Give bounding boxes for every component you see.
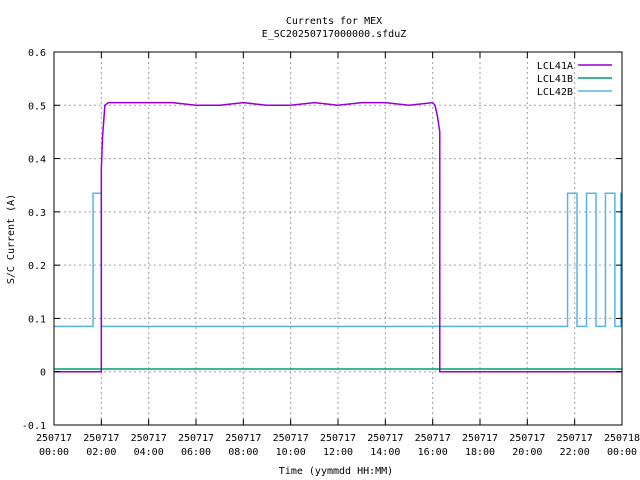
x-tick-label-date: 250717 (131, 433, 167, 444)
series-line-lcl41a (54, 101, 622, 373)
y-tick-label: 0.6 (28, 48, 46, 59)
y-tick-label: -0.1 (22, 421, 46, 432)
x-tick-label-date: 250718 (604, 433, 640, 444)
x-tick-label-date: 250717 (367, 433, 403, 444)
x-tick-label-date: 250717 (83, 433, 119, 444)
y-tick-label: 0.5 (28, 101, 46, 112)
x-tick-label-date: 250717 (509, 433, 545, 444)
x-tick-label-time: 10:00 (276, 447, 306, 458)
series-layer (54, 101, 622, 373)
x-tick-label-date: 250717 (178, 433, 214, 444)
x-tick-label-date: 250717 (273, 433, 309, 444)
x-tick-label-time: 04:00 (134, 447, 164, 458)
x-tick-label-time: 08:00 (228, 447, 258, 458)
grid-lines (54, 52, 622, 425)
chart-subtitle: E_SC20250717000000.sfduZ (262, 29, 407, 40)
x-tick-label-time: 12:00 (323, 447, 353, 458)
x-tick-label-date: 250717 (462, 433, 498, 444)
x-tick-label-time: 00:00 (39, 447, 69, 458)
y-tick-label: 0.2 (28, 261, 46, 272)
x-tick-label-time: 22:00 (560, 447, 590, 458)
x-tick-label-time: 18:00 (465, 447, 495, 458)
x-tick-label-date: 250717 (225, 433, 261, 444)
y-tick-label: 0.1 (28, 314, 46, 325)
x-tick-label-time: 16:00 (418, 447, 448, 458)
x-tick-label-date: 250717 (557, 433, 593, 444)
legend-label: LCL41B (537, 74, 573, 85)
legend-label: LCL41A (537, 61, 573, 72)
y-tick-label: 0.3 (28, 208, 46, 219)
y-axis-label: S/C Current (A) (6, 194, 17, 284)
x-tick-label-time: 02:00 (86, 447, 116, 458)
x-tick-label-date: 250717 (415, 433, 451, 444)
x-tick-label-date: 250717 (36, 433, 72, 444)
x-tick-label-time: 00:00 (607, 447, 637, 458)
x-axis-label: Time (yymmdd HH:MM) (279, 466, 393, 477)
legend-label: LCL42B (537, 87, 573, 98)
x-tick-label-time: 14:00 (370, 447, 400, 458)
y-tick-label: 0.4 (28, 155, 46, 166)
axis-ticks: 250717 00:00 250717 02:00 250717 04:00 250717 0… (22, 48, 640, 458)
x-tick-label-time: 06:00 (181, 447, 211, 458)
x-tick-label-time: 20:00 (512, 447, 542, 458)
y-tick-label: 0 (40, 368, 46, 379)
x-tick-label-date: 250717 (320, 433, 356, 444)
legend: LCL41A LCL41B LCL42B (537, 61, 612, 98)
chart-title: Currents for MEX (286, 16, 382, 27)
